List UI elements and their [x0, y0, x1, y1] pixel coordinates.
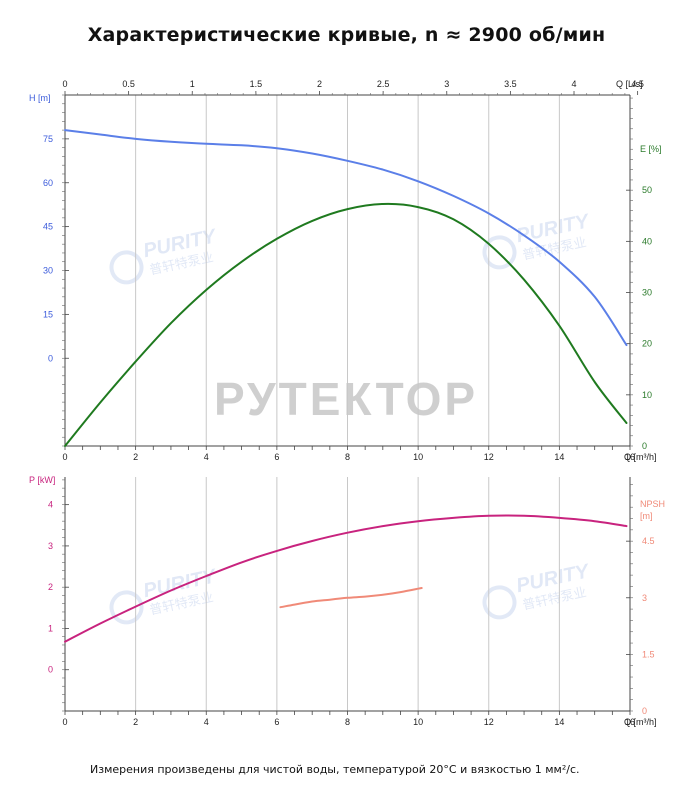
- y-left-tick-label: 75: [43, 134, 53, 144]
- x-axis-label: Q [m³/h]: [624, 452, 657, 462]
- x-tick-label: 10: [413, 717, 423, 727]
- top-tick-label: 2.5: [377, 79, 390, 89]
- x-tick-label: 16: [625, 452, 635, 462]
- x-tick-label: 14: [554, 452, 564, 462]
- y-left-axis-label: H [m]: [29, 93, 51, 103]
- center-watermark: РУТЕКТОР: [214, 373, 478, 425]
- y-right-tick-label: 1.5: [642, 649, 655, 659]
- purity-logo-icon: [482, 585, 517, 620]
- y-left-tick-label: 1: [48, 623, 53, 633]
- x-tick-label: 16: [625, 717, 635, 727]
- purity-logo-icon: [109, 590, 144, 625]
- x-tick-label: 14: [554, 717, 564, 727]
- y-left-tick-label: 4: [48, 500, 53, 510]
- series-line-npsh: [279, 587, 423, 609]
- y-right-tick-label: 20: [642, 339, 652, 349]
- y-left-tick-label: 60: [43, 178, 53, 188]
- y-left-tick-label: 15: [43, 309, 53, 319]
- y-right-tick-label: 0: [642, 706, 647, 716]
- y-right-tick-label: 10: [642, 390, 652, 400]
- top-tick-label: 4: [572, 79, 577, 89]
- series-line-h: [64, 129, 628, 347]
- series-line-e: [64, 202, 628, 447]
- x-tick-label: 8: [345, 452, 350, 462]
- purity-logo-icon: [109, 250, 144, 285]
- x-tick-label: 2: [133, 452, 138, 462]
- y-right-tick-label: 30: [642, 288, 652, 298]
- y-right-axis-unit: [m]: [640, 511, 653, 521]
- top-axis-label: Q [L/s]: [616, 79, 643, 89]
- y-left-tick-label: 45: [43, 222, 53, 232]
- y-right-tick-label: 0: [642, 441, 647, 451]
- x-tick-label: 4: [204, 452, 209, 462]
- top-tick-label: 2: [317, 79, 322, 89]
- top-tick-label: 3: [444, 79, 449, 89]
- y-right-tick-label: 3: [642, 593, 647, 603]
- chart-title: Характеристические кривые, n ≈ 2900 об/м…: [87, 24, 606, 46]
- top-tick-label: 1: [190, 79, 195, 89]
- y-right-axis-label: NPSH: [640, 499, 665, 509]
- x-tick-label: 6: [274, 452, 279, 462]
- x-tick-label: 8: [345, 717, 350, 727]
- x-tick-label: 12: [484, 452, 494, 462]
- y-left-tick-label: 0: [48, 665, 53, 675]
- y-right-tick-label: 40: [642, 236, 652, 246]
- purity-logo-icon: [482, 235, 517, 270]
- measurement-footnote: Измерения произведены для чистой воды, т…: [90, 763, 580, 776]
- y-left-tick-label: 30: [43, 266, 53, 276]
- y-left-tick-label: 3: [48, 541, 53, 551]
- series-line-p: [64, 514, 628, 643]
- x-tick-label: 6: [274, 717, 279, 727]
- y-right-tick-label: 4.5: [642, 536, 655, 546]
- top-tick-label: 0.5: [122, 79, 135, 89]
- x-tick-label: 10: [413, 452, 423, 462]
- y-right-tick-label: 50: [642, 185, 652, 195]
- x-tick-label: 0: [62, 452, 67, 462]
- y-left-tick-label: 2: [48, 582, 53, 592]
- x-tick-label: 0: [62, 717, 67, 727]
- x-axis-label: Q [m³/h]: [624, 717, 657, 727]
- top-tick-label: 3.5: [504, 79, 517, 89]
- top-tick-label: 4.5: [631, 79, 644, 89]
- y-left-tick-label: 0: [48, 353, 53, 363]
- top-tick-label: 1.5: [250, 79, 263, 89]
- x-tick-label: 2: [133, 717, 138, 727]
- top-tick-label: 0: [62, 79, 67, 89]
- x-tick-label: 12: [484, 717, 494, 727]
- x-tick-label: 4: [204, 717, 209, 727]
- y-left-axis-label: P [kW]: [29, 475, 55, 485]
- chart-panel-1: 0 2 4 6 8 10 12 14 16Q [m³/h]0 0.5 1 1.5 2 2.5 3 3.5 4 4.…: [29, 79, 662, 462]
- y-right-axis-label: E [%]: [640, 144, 662, 154]
